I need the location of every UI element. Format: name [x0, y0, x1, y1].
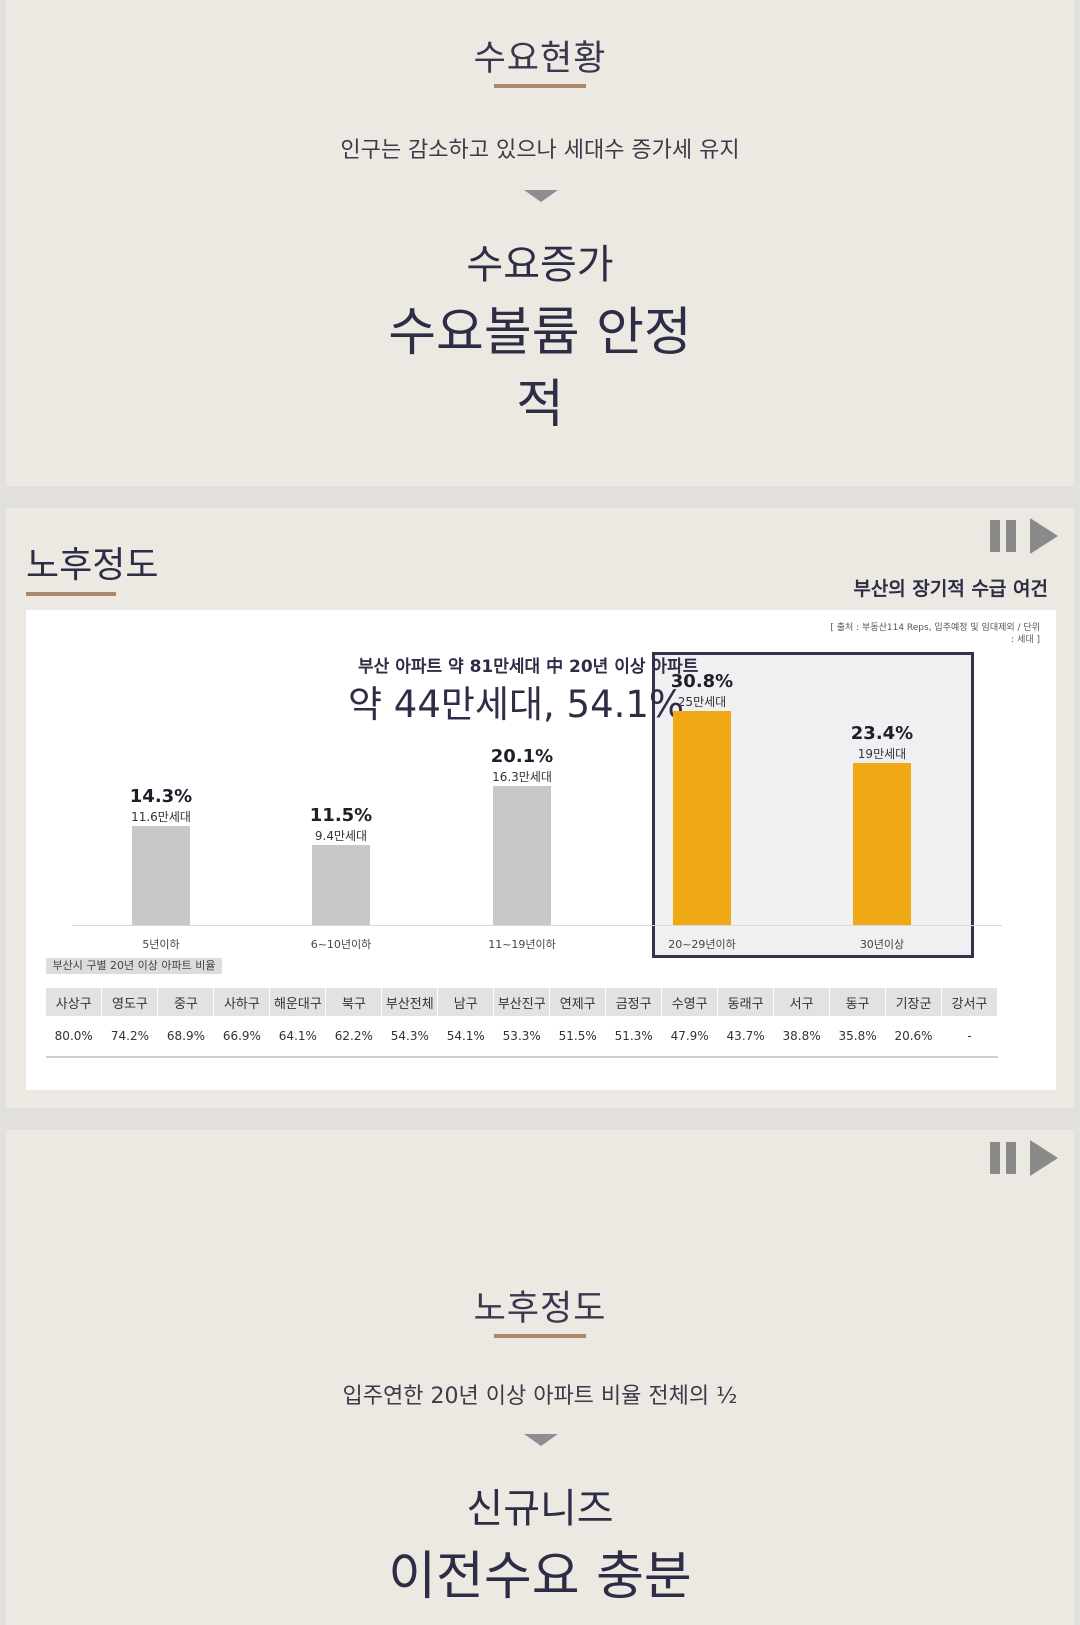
section-description: 인구는 감소하고 있으나 세대수 증가세 유지: [340, 138, 740, 163]
bar-count-label: 25만세대: [677, 695, 727, 710]
aging-summary-panel: 노후정도 입주연한 20년 이상 아파트 비율 전체의 ½ 신규니즈 이전수요 …: [6, 1130, 1074, 1625]
headline-line-1: 신규니즈: [466, 1486, 614, 1532]
table-value-cell: 68.9%: [157, 1016, 215, 1058]
chart-card: [ 출처 : 부동산114 Reps, 입주예정 및 임대제외 / 단위 : 세…: [26, 610, 1056, 1090]
slideshow-controls[interactable]: [990, 516, 1060, 556]
down-arrow-icon: [524, 1434, 558, 1446]
table-value-cell: 66.9%: [213, 1016, 271, 1058]
table-header-cell: 남구: [437, 988, 495, 1016]
bar-value-label: 30.8%: [670, 671, 734, 693]
play-icon[interactable]: [1030, 518, 1058, 554]
table-header-cell: 사하구: [213, 988, 271, 1016]
aging-chart-panel: 노후정도 부산의 장기적 수급 여건 [ 출처 : 부동산114 Reps, 입…: [6, 508, 1074, 1108]
table-header-cell: 부산전체: [381, 988, 439, 1016]
chart-headline-small: 부산 아파트 약 81만세대 中 20년 이상 아파트: [358, 657, 699, 677]
table-value-cell: 20.6%: [885, 1016, 942, 1058]
table-value-cell: 35.8%: [829, 1016, 887, 1058]
bar-value-label: 11.5%: [309, 805, 373, 827]
headline-line-3: 적: [516, 375, 564, 435]
section-title: 수요현황: [473, 39, 607, 79]
table-header-cell: 동구: [829, 988, 887, 1016]
headline-line-2: 수요볼륨 안정: [388, 303, 692, 363]
table-value-cell: 64.1%: [269, 1016, 327, 1058]
play-icon[interactable]: [1030, 1140, 1058, 1176]
section-title: 노후정도: [26, 545, 159, 586]
pause-icon-bar[interactable]: [1006, 520, 1016, 552]
demand-status-panel: 수요현황 인구는 감소하고 있으나 세대수 증가세 유지 수요증가 수요볼륨 안…: [6, 0, 1074, 486]
table-value-cell: 51.5%: [549, 1016, 607, 1058]
table-header-cell: 사상구: [46, 988, 103, 1016]
bar-count-label: 19만세대: [857, 746, 907, 761]
table-value-cell: 62.2%: [325, 1016, 383, 1058]
table-value-cell: 80.0%: [46, 1016, 103, 1058]
table-header-cell: 북구: [325, 988, 383, 1016]
bar-value-label: 14.3%: [129, 785, 193, 807]
table-caption: 부산시 구별 20년 이상 아파트 비율: [46, 958, 222, 974]
bar-count-label: 11.6만세대: [131, 809, 191, 824]
table-value-cell: 74.2%: [101, 1016, 159, 1058]
table-header-cell: 기장군: [885, 988, 942, 1016]
section-title: 노후정도: [473, 1289, 607, 1329]
table-header-row: 사상구 영도구 중구 사하구 해운대구 북구 부산전체 남구 부산진구 연제구 금정구 수영구 동래구 서…: [46, 988, 998, 1016]
table-header-cell: 해운대구: [269, 988, 327, 1016]
title-underline: [494, 84, 586, 88]
pause-icon[interactable]: [990, 520, 1000, 552]
headline-line-1: 수요증가: [466, 242, 614, 288]
bar-category-label: 20~29년이하: [668, 938, 736, 951]
section-subtitle: 부산의 장기적 수급 여건: [853, 578, 1048, 600]
table-value-cell: 38.8%: [773, 1016, 831, 1058]
table-header-cell: 영도구: [101, 988, 159, 1016]
down-arrow-icon: [524, 190, 558, 202]
bar-0: [132, 825, 190, 925]
pause-icon[interactable]: [990, 1142, 1000, 1174]
bar-4: [853, 762, 911, 925]
headline-line-2: 이전수요 충분: [388, 1547, 692, 1607]
table-header-cell: 부산진구: [493, 988, 551, 1016]
bar-1: [312, 845, 370, 925]
table-header-cell: 동래구: [717, 988, 775, 1016]
bar-3: [673, 711, 731, 925]
pause-icon-bar[interactable]: [1006, 1142, 1016, 1174]
table-header-cell: 서구: [773, 988, 831, 1016]
table-value-cell: 54.3%: [381, 1016, 439, 1058]
table-value-cell: -: [941, 1016, 998, 1058]
bar-value-label: 20.1%: [490, 745, 554, 767]
bar-value-label: 23.4%: [850, 722, 914, 744]
chart-baseline: [72, 925, 1002, 926]
bar-category-label: 5년이하: [142, 938, 180, 951]
table-value-cell: 47.9%: [661, 1016, 719, 1058]
district-ratio-table: 사상구 영도구 중구 사하구 해운대구 북구 부산전체 남구 부산진구 연제구 금정구 수영구 동래구 서…: [46, 988, 998, 1058]
source-note: [ 출처 : 부동산114 Reps, 입주예정 및 임대제외 / 단위 : 세…: [830, 623, 1040, 645]
slideshow-controls[interactable]: [990, 1138, 1060, 1178]
table-header-cell: 강서구: [941, 988, 998, 1016]
bar-category-label: 30년이상: [859, 938, 905, 951]
table-header-cell: 중구: [157, 988, 215, 1016]
bar-category-label: 6~10년이하: [310, 938, 372, 951]
table-header-cell: 연제구: [549, 988, 607, 1016]
bar-count-label: 9.4만세대: [314, 829, 368, 844]
bar-2: [493, 785, 551, 925]
table-value-cell: 43.7%: [717, 1016, 775, 1058]
bar-category-label: 11~19년이하: [488, 938, 556, 951]
table-value-cell: 51.3%: [605, 1016, 663, 1058]
section-description: 입주연한 20년 이상 아파트 비율 전체의 ½: [342, 1384, 738, 1409]
table-value-row: 80.0% 74.2% 68.9% 66.9% 64.1% 62.2% 54.3% 54.1%…: [46, 1016, 998, 1058]
table-header-cell: 금정구: [605, 988, 663, 1016]
title-underline: [26, 592, 116, 596]
table-value-cell: 54.1%: [437, 1016, 495, 1058]
bar-count-label: 16.3만세대: [492, 769, 552, 784]
chart-headline-big: 약 44만세대, 54.1%: [348, 683, 685, 726]
table-header-cell: 수영구: [661, 988, 719, 1016]
title-underline: [494, 1334, 586, 1338]
table-value-cell: 53.3%: [493, 1016, 551, 1058]
